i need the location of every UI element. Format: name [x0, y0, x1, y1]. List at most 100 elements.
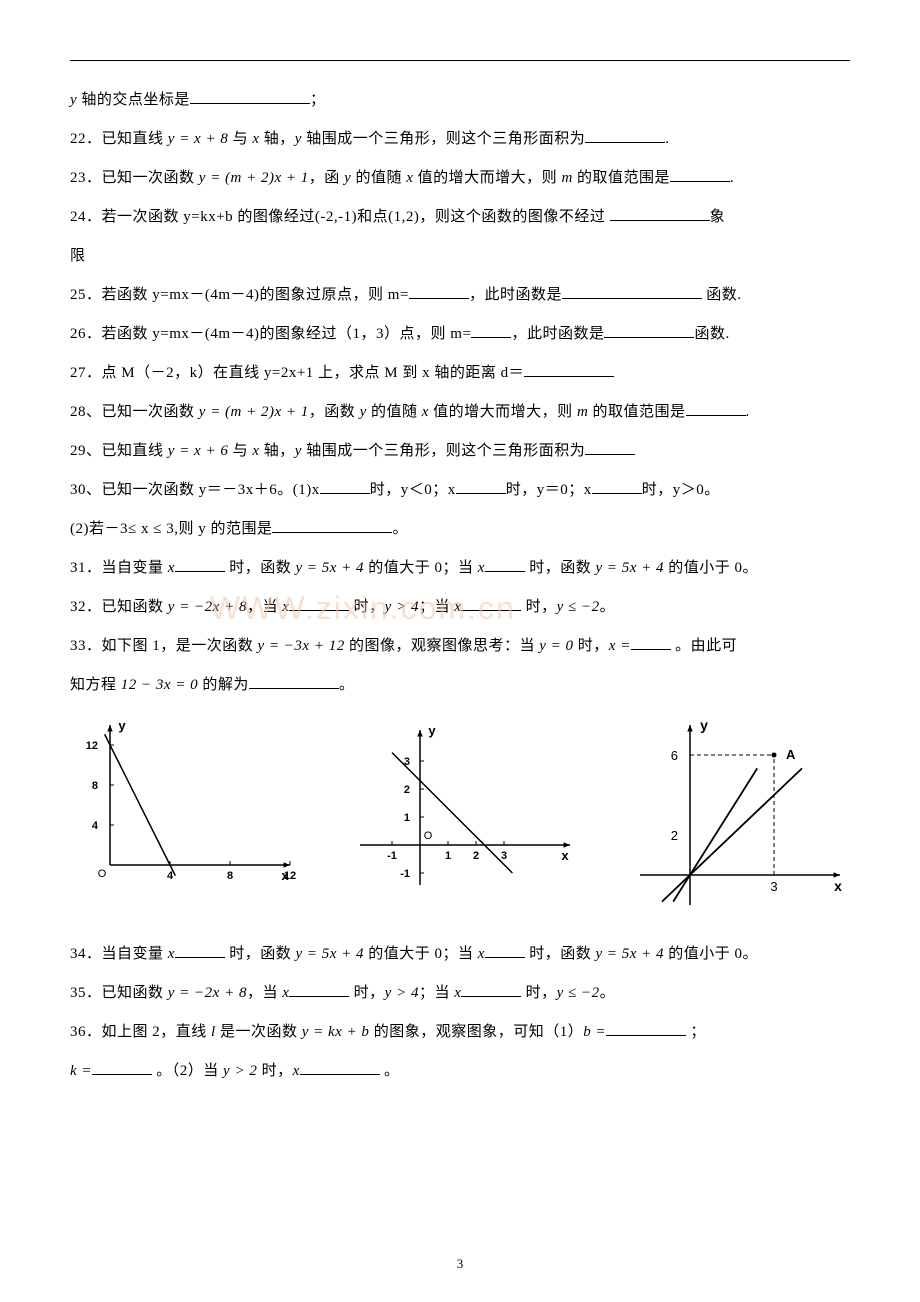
blank — [670, 166, 730, 182]
text: ； — [310, 92, 326, 108]
q35: 35．已知函数 y = −2x + 8，当 x 时，y > 4；当 x 时，y … — [70, 974, 850, 1013]
svg-text:1: 1 — [404, 812, 410, 824]
text: 的值小于 0。 — [664, 560, 758, 576]
q24: 24．若一次函数 y=kx+b 的图像经过(-2,-1)和点(1,2)，则这个函… — [70, 198, 850, 237]
var-x: x = — [609, 638, 631, 654]
svg-text:2: 2 — [404, 784, 410, 796]
q30: 30、已知一次函数 y＝－3x＋6。(1)x时，y＜0；x时，y＝0；x时，y＞… — [70, 471, 850, 510]
text: 时， — [521, 985, 556, 1001]
qnum: 34． — [70, 946, 102, 962]
text: 。 — [600, 599, 616, 615]
blank — [289, 595, 349, 611]
page: y 轴的交点坐标是； 22．已知直线 y = x + 8 与 x 轴，y 轴围成… — [0, 0, 920, 1302]
q29: 29、已知直线 y = x + 6 与 x 轴，y 轴围成一个三角形，则这个三角… — [70, 432, 850, 471]
blank — [409, 283, 469, 299]
qnum: 25． — [70, 287, 102, 303]
text: 如下图 1，是一次函数 — [102, 638, 258, 654]
blank — [320, 478, 370, 494]
var-b: b = — [583, 1024, 606, 1040]
var-x: x — [454, 599, 461, 615]
q33-cont: 知方程 12 − 3x = 0 的解为。 — [70, 666, 850, 705]
blank — [461, 595, 521, 611]
text: 已知函数 — [102, 599, 168, 615]
equation: y = −3x + 12 — [258, 638, 345, 654]
text: 轴的交点坐标是 — [77, 92, 190, 108]
text: 。 — [380, 1063, 400, 1079]
var-x: x — [252, 443, 259, 459]
chart-3: xy326A — [620, 715, 850, 915]
blank — [585, 439, 635, 455]
qnum: 35． — [70, 985, 102, 1001]
text: . — [746, 404, 750, 420]
text: 当自变量 — [102, 560, 168, 576]
text: 值的增大而增大，则 — [429, 404, 577, 420]
svg-text:8: 8 — [92, 780, 98, 792]
page-number: 3 — [0, 1256, 920, 1272]
text: 时，函数 — [225, 560, 296, 576]
text: 已知一次函数 — [102, 404, 199, 420]
qnum: 22． — [70, 131, 102, 147]
text: 。由此可 — [671, 638, 737, 654]
text: 轴围成一个三角形，则这个三角形面积为 — [302, 443, 585, 459]
text: 时，函数 — [225, 946, 296, 962]
equation: y = 5x + 4 — [595, 946, 664, 962]
text: 的值大于 0；当 — [364, 946, 478, 962]
var-x: x — [282, 985, 289, 1001]
var-m: m — [561, 170, 572, 186]
equation: y = (m + 2)x + 1 — [199, 170, 309, 186]
text: 时， — [574, 638, 609, 654]
condition: y ≤ −2 — [557, 599, 600, 615]
blank — [686, 400, 746, 416]
qnum: 33． — [70, 638, 102, 654]
text: 若函数 y=mx－(4m－4)的图象经过（1，3）点，则 m= — [102, 326, 472, 342]
svg-text:x: x — [561, 848, 569, 863]
text: ，当 — [247, 599, 282, 615]
text: 知方程 — [70, 677, 121, 693]
text: 的图象，观察图象，可知（1） — [369, 1024, 583, 1040]
text: 。（2）当 — [152, 1063, 223, 1079]
text: 的取值范围是 — [588, 404, 685, 420]
blank — [524, 361, 614, 377]
text: ，当 — [247, 985, 282, 1001]
q25: 25．若函数 y=mx－(4m－4)的图象过原点，则 m=，此时函数是 函数. — [70, 276, 850, 315]
text: 轴， — [260, 131, 295, 147]
text: 象 — [710, 209, 726, 225]
qnum: 23． — [70, 170, 102, 186]
q28: 28、已知一次函数 y = (m + 2)x + 1，函数 y 的值随 x 值的… — [70, 393, 850, 432]
var-x: x — [168, 560, 175, 576]
var-x: x — [454, 985, 461, 1001]
blank — [631, 634, 671, 650]
qnum: 29、 — [70, 443, 102, 459]
blank — [585, 127, 665, 143]
blank — [92, 1059, 152, 1075]
q34: 34．当自变量 x 时，函数 y = 5x + 4 的值大于 0；当 x 时，函… — [70, 935, 850, 974]
condition: y ≤ −2 — [557, 985, 600, 1001]
text: 与 — [228, 443, 252, 459]
svg-text:O: O — [424, 830, 433, 842]
text: 轴围成一个三角形，则这个三角形面积为 — [302, 131, 585, 147]
text: 的值随 — [367, 404, 422, 420]
qnum: 28、 — [70, 404, 102, 420]
figure-1: Oxy48124812 — [70, 715, 300, 915]
svg-text:1: 1 — [445, 850, 451, 862]
text: 已知直线 — [102, 131, 168, 147]
text: ，函 — [309, 170, 344, 186]
text: 。 — [339, 677, 355, 693]
figures-row: Oxy48124812 Oxy-1123-1123 xy326A — [70, 715, 850, 915]
text: 时，y＜0；x — [370, 482, 456, 498]
top-rule — [70, 60, 850, 61]
blank — [190, 88, 310, 104]
text: 点 M（－2，k）在直线 y=2x+1 上，求点 M 到 x 轴的距离 d＝ — [102, 365, 525, 381]
text: 值的增大而增大，则 — [413, 170, 561, 186]
text: 时，y＞0。 — [642, 482, 720, 498]
text: 若一次函数 y=kx+b 的图像经过(-2,-1)和点(1,2)，则这个函数的图… — [102, 209, 610, 225]
text: 。 — [392, 521, 408, 537]
var-y: y — [295, 443, 302, 459]
condition: y > 4 — [385, 599, 419, 615]
svg-text:8: 8 — [227, 870, 233, 882]
text: 时， — [349, 985, 384, 1001]
text: 函数. — [702, 287, 742, 303]
condition: y > 4 — [385, 985, 419, 1001]
text: 时， — [257, 1063, 292, 1079]
blank — [606, 1020, 686, 1036]
